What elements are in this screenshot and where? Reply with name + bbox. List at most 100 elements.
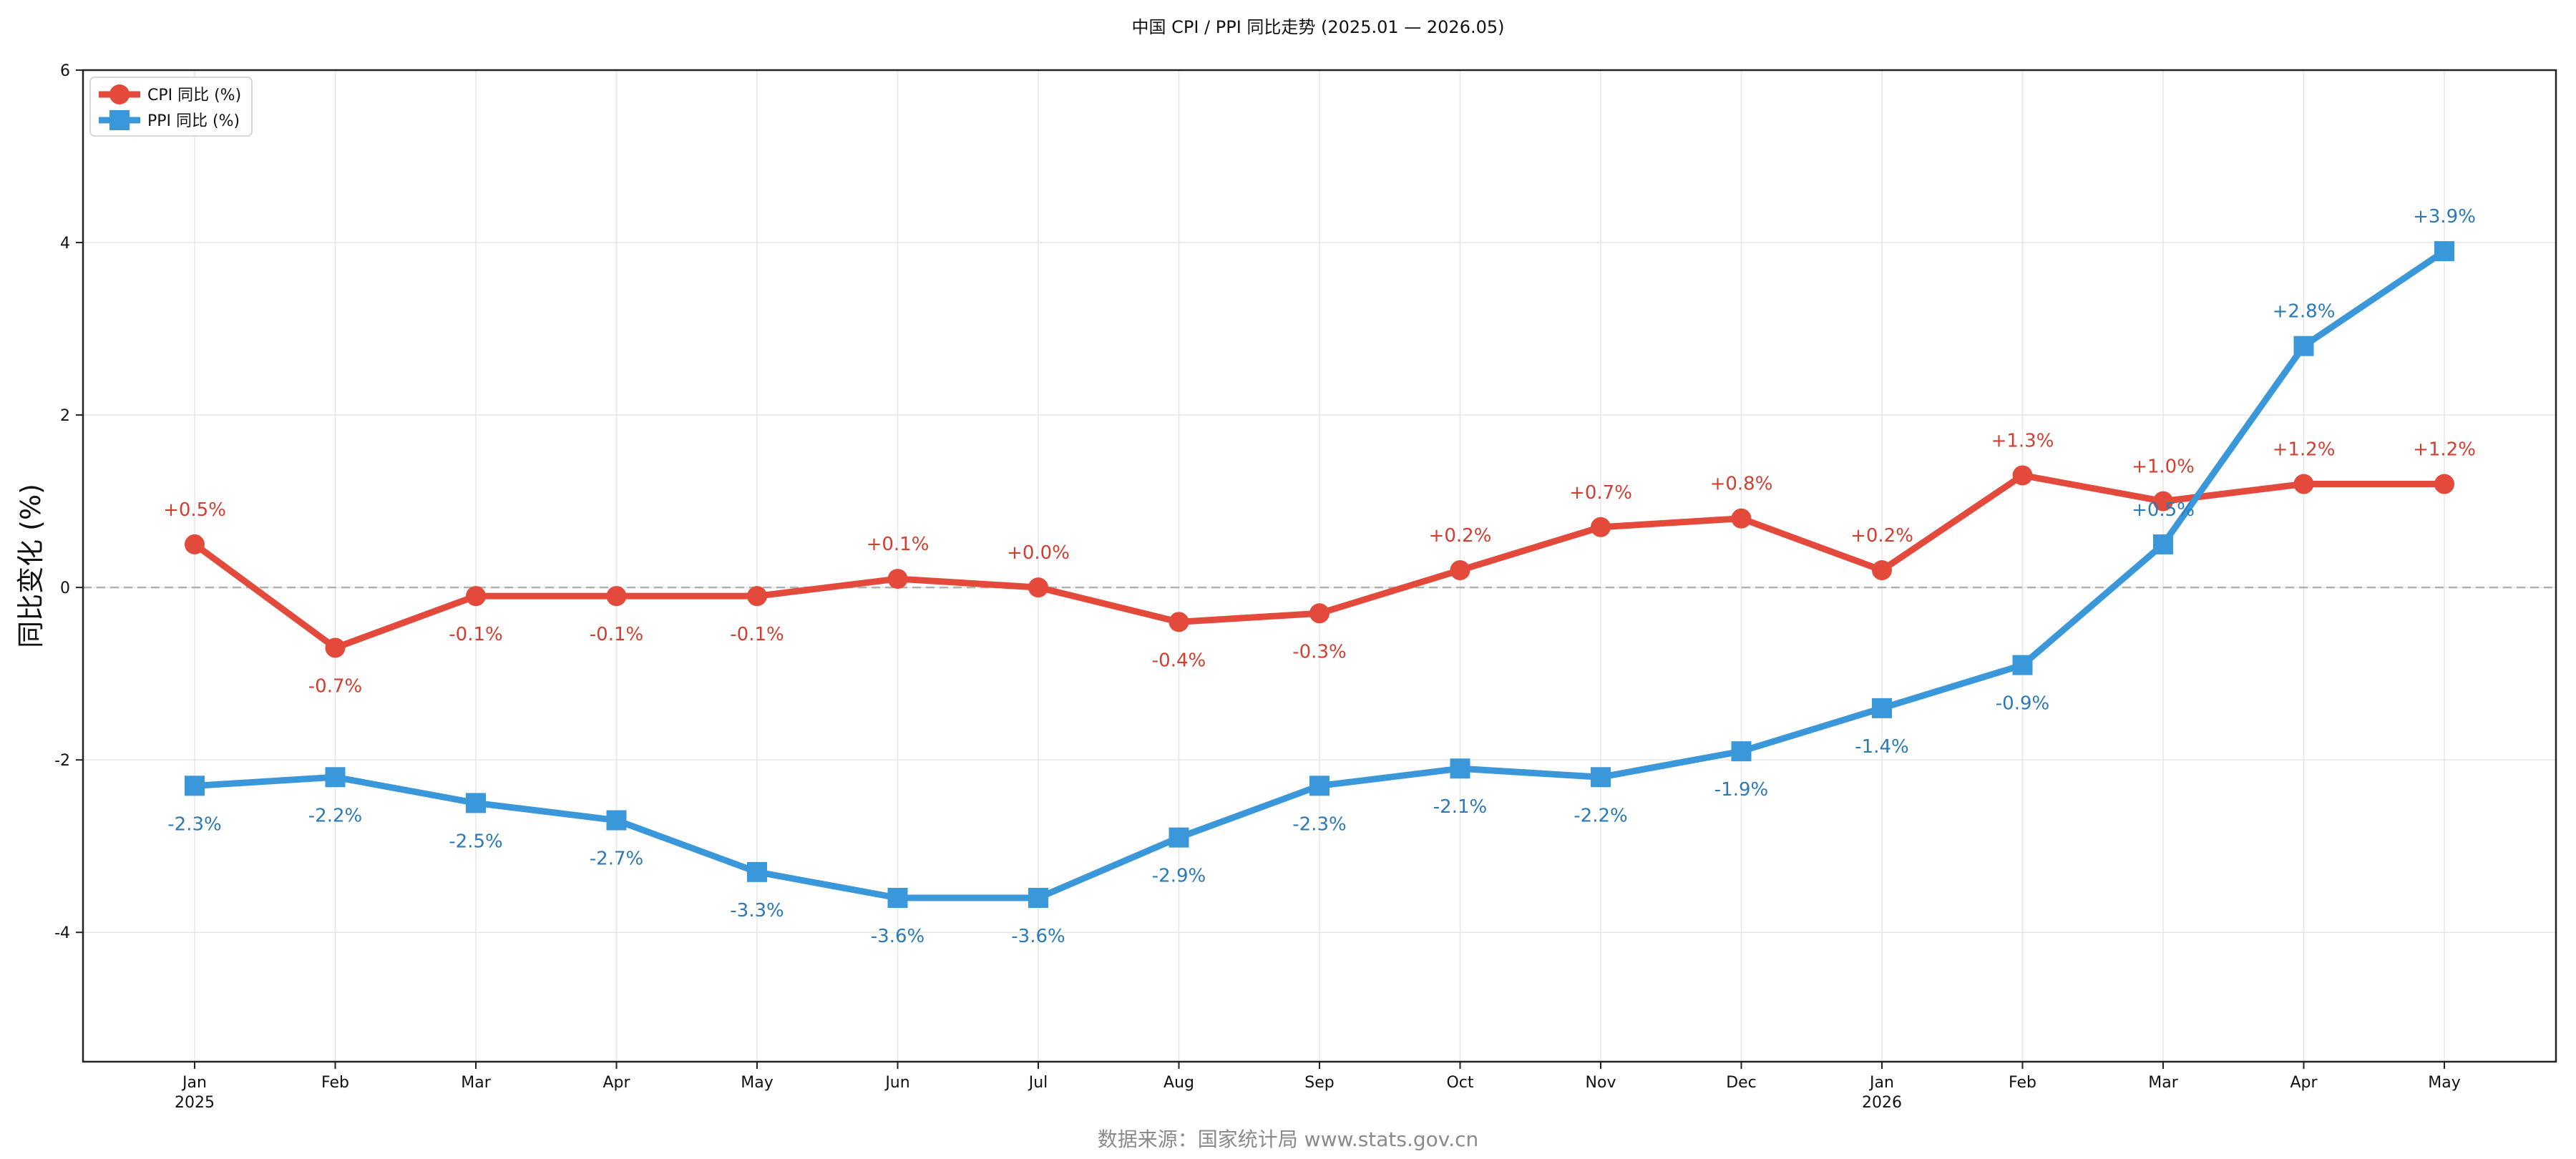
data-point xyxy=(1450,560,1470,581)
legend-marker xyxy=(109,84,130,104)
data-point xyxy=(887,888,908,909)
data-point xyxy=(466,586,486,607)
x-tick-label: Jul xyxy=(1028,1074,1048,1092)
data-point xyxy=(2153,534,2173,554)
data-label: -0.7% xyxy=(308,675,362,697)
x-tick-label: Aug xyxy=(1163,1074,1194,1092)
data-point xyxy=(1028,577,1048,598)
data-point xyxy=(2012,655,2033,675)
data-point xyxy=(1591,767,1611,788)
x-tick-label: Jun xyxy=(884,1074,909,1092)
data-point xyxy=(2153,491,2173,512)
data-point xyxy=(185,534,205,554)
data-label: +0.7% xyxy=(1569,482,1632,504)
data-point xyxy=(1309,603,1330,624)
data-point xyxy=(606,586,627,607)
data-label: -1.4% xyxy=(1855,736,1908,758)
data-point xyxy=(1169,612,1189,632)
x-axis: Jan 2025 Feb Mar Apr May Jun Jul Aug Sep Oct Nov Dec… xyxy=(175,1062,2461,1112)
x-tick-label: Oct xyxy=(1446,1074,1473,1092)
data-label: +0.5% xyxy=(163,499,226,521)
data-label: +2.8% xyxy=(2273,301,2336,323)
x-tick-label: Jan 2025 xyxy=(175,1074,215,1112)
data-label: -3.3% xyxy=(730,900,784,921)
data-label: +1.0% xyxy=(2132,456,2195,478)
data-label: -2.2% xyxy=(308,805,362,826)
data-label: -3.6% xyxy=(871,926,924,947)
data-label: -0.3% xyxy=(1292,641,1346,662)
data-point xyxy=(2293,474,2314,494)
series-cpi xyxy=(185,465,2454,658)
legend-marker xyxy=(109,110,130,130)
x-tick-label: May xyxy=(2428,1074,2460,1092)
data-point xyxy=(747,586,767,607)
legend-label: CPI 同比 (%) xyxy=(147,87,241,104)
data-label: -2.9% xyxy=(1152,866,1206,887)
y-axis: -4 -2 0 2 4 6 xyxy=(54,62,83,942)
data-label: +1.3% xyxy=(1991,430,2054,451)
y-tick-label: 6 xyxy=(60,62,70,80)
y-tick-label: 4 xyxy=(60,235,70,253)
data-label: -0.4% xyxy=(1152,650,1206,671)
data-labels-ppi: -2.3% -2.2% -2.5% -2.7% -3.3% -3.6% -3.6% -2.9%… xyxy=(167,206,2476,947)
x-tick-label: Feb xyxy=(2009,1074,2036,1092)
data-point xyxy=(606,810,627,831)
data-point xyxy=(2434,241,2454,262)
y-tick-label: 2 xyxy=(60,407,70,425)
data-point xyxy=(325,767,346,788)
data-point xyxy=(747,861,767,882)
data-point xyxy=(1028,888,1048,909)
data-point xyxy=(1591,517,1611,537)
x-tick-label: Feb xyxy=(321,1074,349,1092)
series-ppi xyxy=(185,241,2454,909)
source-note: 数据来源：国家统计局 www.stats.gov.cn xyxy=(1098,1128,1478,1151)
x-tick-label: Apr xyxy=(602,1074,630,1092)
data-point xyxy=(1872,698,1892,718)
data-point xyxy=(1309,776,1330,796)
x-tick-label: Jan 2026 xyxy=(1862,1074,1902,1112)
data-point xyxy=(1731,508,1752,529)
data-point xyxy=(2293,336,2314,356)
legend: CPI 同比 (%) PPI 同比 (%) xyxy=(89,77,253,137)
data-label: -3.6% xyxy=(1011,926,1065,947)
data-label: -0.1% xyxy=(730,624,784,645)
data-label: +3.9% xyxy=(2413,206,2476,228)
data-label: -2.3% xyxy=(167,813,221,835)
data-label: +0.0% xyxy=(1007,542,1070,564)
data-label: +0.1% xyxy=(867,534,930,555)
x-tick-label: Sep xyxy=(1304,1074,1334,1092)
x-tick-label: May xyxy=(741,1074,773,1092)
data-point xyxy=(325,637,346,658)
data-point xyxy=(2012,465,2033,486)
data-point xyxy=(466,793,486,813)
data-label: +0.8% xyxy=(1710,474,1773,495)
x-tick-label: Apr xyxy=(2290,1074,2318,1092)
x-tick-label: Nov xyxy=(1586,1074,1616,1092)
chart-title: 中国 CPI / PPI 同比走势 (2025.01 — 2026.05) xyxy=(1131,17,1504,37)
data-point xyxy=(1450,758,1470,779)
data-label: +1.2% xyxy=(2273,439,2336,461)
data-label: -2.2% xyxy=(1574,805,1627,826)
data-label: +0.5% xyxy=(2132,499,2195,521)
data-labels-cpi: +0.5% -0.7% -0.1% -0.1% -0.1% +0.1% +0.0% -0.4%… xyxy=(163,430,2476,697)
x-tick-label: Mar xyxy=(2148,1074,2178,1092)
data-label: +0.2% xyxy=(1850,525,1913,547)
data-label: -0.1% xyxy=(590,624,643,645)
data-label: +1.2% xyxy=(2413,439,2476,461)
data-point xyxy=(2434,474,2454,494)
data-label: -0.9% xyxy=(1996,693,2049,715)
data-label: -2.3% xyxy=(1292,813,1346,835)
grid-lines xyxy=(83,69,2556,1062)
data-label: -2.1% xyxy=(1433,796,1487,818)
y-tick-label: 0 xyxy=(60,580,70,597)
data-point xyxy=(887,569,908,590)
y-tick-label: -2 xyxy=(54,752,70,770)
data-label: -1.9% xyxy=(1714,779,1768,801)
legend-label: PPI 同比 (%) xyxy=(147,112,240,130)
data-label: -0.1% xyxy=(449,624,502,645)
data-point xyxy=(1872,560,1892,581)
y-tick-label: -4 xyxy=(54,924,70,942)
data-label: -2.5% xyxy=(449,831,502,852)
data-point xyxy=(1731,741,1752,762)
